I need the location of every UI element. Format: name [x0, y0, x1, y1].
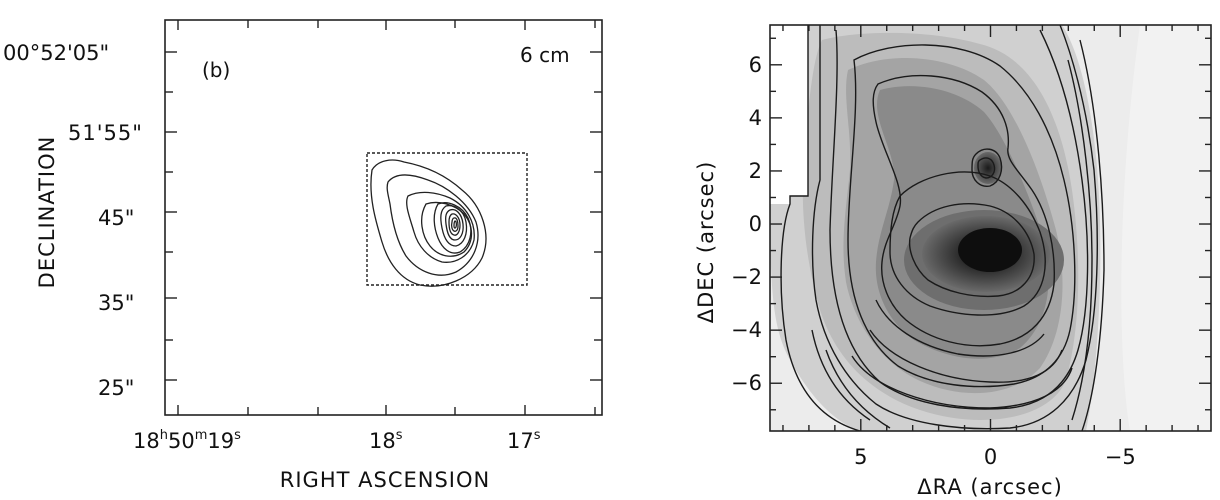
tick-label: 6	[749, 53, 762, 77]
left-y-minor-ticks	[165, 51, 602, 381]
left-plot-frame	[164, 19, 603, 416]
tick-label: −5	[1105, 445, 1136, 469]
tick-label: 0	[984, 445, 997, 469]
y-tick-label: 00°52'05"	[3, 41, 109, 65]
right-tick-labels: 5 0 −5 6 4 2 0 −2 −4 −6	[731, 53, 1136, 469]
radio-contours	[370, 159, 487, 287]
right-x-axis-label: ΔRA (arcsec)	[917, 475, 1063, 499]
tick-label: 2	[749, 159, 762, 183]
tick-label: 4	[749, 106, 762, 130]
tick-label: 0	[749, 212, 762, 236]
wavelength-label: 6 cm	[520, 43, 570, 67]
x-tick-label: 18h50m19s	[133, 428, 241, 453]
x-tick-label: 17s	[507, 428, 541, 453]
right-tick-marks	[770, 25, 1211, 431]
region-box	[366, 152, 528, 286]
left-panel: (b) 6 cm 00°52'05" 51'55" 45" 35" 25" 18…	[3, 19, 603, 492]
y-tick-label: 35"	[98, 291, 134, 315]
tick-label: −4	[731, 318, 762, 342]
left-y-axis-label: DECLINATION	[35, 136, 59, 289]
right-y-axis-label: ΔDEC (arcsec)	[694, 161, 718, 324]
x-tick-label: 18s	[369, 428, 403, 453]
tick-label: 5	[854, 445, 867, 469]
intensity-map	[770, 25, 1211, 431]
tick-label: −2	[731, 265, 762, 289]
left-x-minor-ticks	[177, 20, 596, 415]
y-tick-label: 25"	[98, 376, 134, 400]
intensity-contours	[780, 25, 1105, 431]
right-panel: 5 0 −5 6 4 2 0 −2 −4 −6 ΔRA (arcsec) ΔDEC (arcsec…	[694, 24, 1212, 499]
y-tick-label: 51'55"	[68, 121, 143, 145]
left-x-axis-label: RIGHT ASCENSION	[280, 468, 490, 492]
tick-label: −6	[731, 371, 762, 395]
y-tick-label: 45"	[98, 206, 134, 230]
panel-label-b: (b)	[202, 58, 230, 82]
